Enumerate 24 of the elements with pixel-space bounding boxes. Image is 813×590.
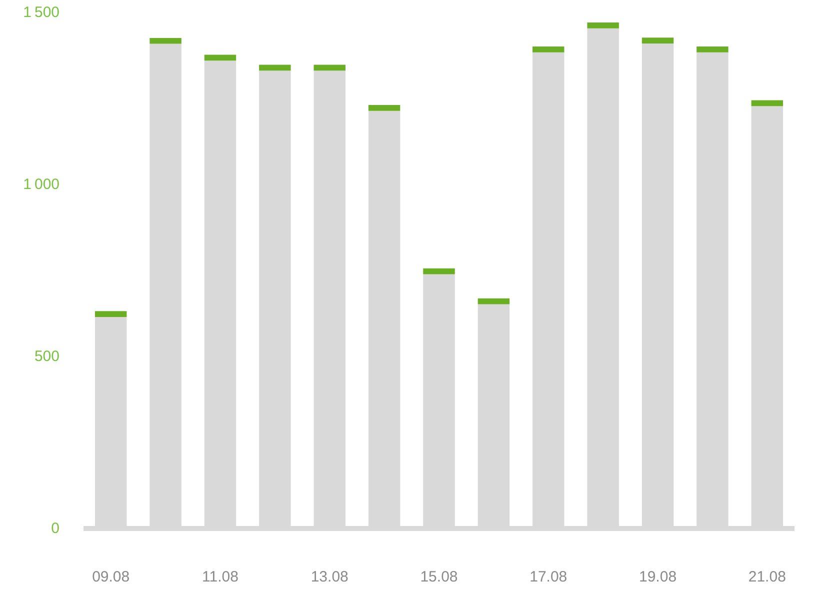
bar <box>368 105 400 111</box>
x-tick-label: 13.08 <box>310 568 348 586</box>
bar <box>587 22 619 28</box>
bar <box>478 298 510 304</box>
x-tick-label: 15.08 <box>420 568 458 586</box>
y-tick-label: 1 500 <box>23 4 60 21</box>
x-tick-label: 19.08 <box>639 568 677 586</box>
bar <box>314 64 346 71</box>
bar <box>204 54 236 61</box>
bar <box>642 38 674 44</box>
y-tick-label: 1 000 <box>23 176 60 193</box>
x-tick-label: 11.08 <box>202 568 238 586</box>
bar <box>94 311 127 317</box>
bar <box>532 46 564 52</box>
bar <box>150 38 182 44</box>
bar <box>751 100 784 106</box>
bar <box>259 64 291 71</box>
bar <box>423 268 455 274</box>
x-tick-label: 21.08 <box>748 568 786 586</box>
x-tick-label: 17.08 <box>530 568 568 586</box>
bar <box>696 46 728 52</box>
x-tick-label: 09.08 <box>92 568 130 586</box>
y-tick-label: 0 <box>51 520 60 537</box>
y-tick-label: 500 <box>34 348 60 365</box>
